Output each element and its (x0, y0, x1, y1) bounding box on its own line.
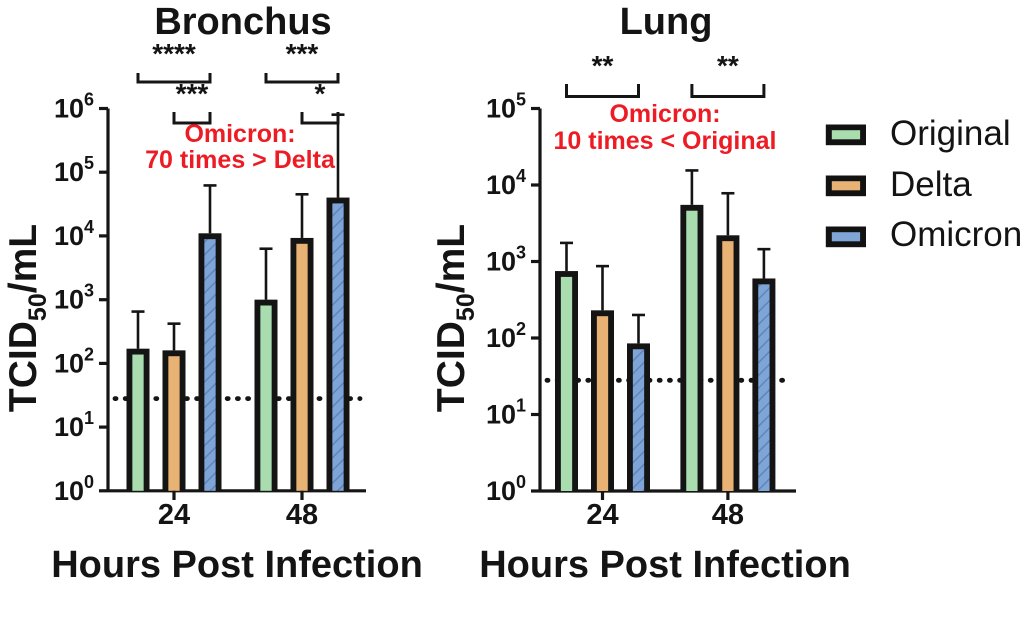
svg-text:Omicron: Omicron (890, 215, 1022, 254)
svg-text:****: **** (152, 38, 196, 69)
svg-text:24: 24 (586, 499, 618, 531)
svg-text:70 times > Delta: 70 times > Delta (145, 146, 336, 174)
svg-text:*: * (315, 78, 326, 109)
svg-text:***: *** (286, 38, 319, 69)
svg-text:**: ** (717, 50, 739, 81)
svg-text:***: *** (176, 78, 209, 109)
svg-text:Hours Post Infection: Hours Post Infection (479, 544, 851, 586)
svg-text:**: ** (592, 50, 614, 81)
svg-text:48: 48 (286, 499, 318, 531)
svg-text:Omicron:: Omicron: (609, 100, 720, 128)
svg-text:Omicron:: Omicron: (184, 120, 295, 148)
svg-text:Lung: Lung (620, 1, 713, 43)
svg-text:Hours Post Infection: Hours Post Infection (51, 544, 423, 586)
svg-text:10 times < Original: 10 times < Original (553, 127, 776, 155)
svg-text:24: 24 (158, 499, 190, 531)
svg-text:Delta: Delta (890, 165, 972, 204)
svg-text:Original: Original (890, 114, 1011, 153)
svg-text:Bronchus: Bronchus (154, 1, 331, 43)
svg-text:48: 48 (712, 499, 744, 531)
